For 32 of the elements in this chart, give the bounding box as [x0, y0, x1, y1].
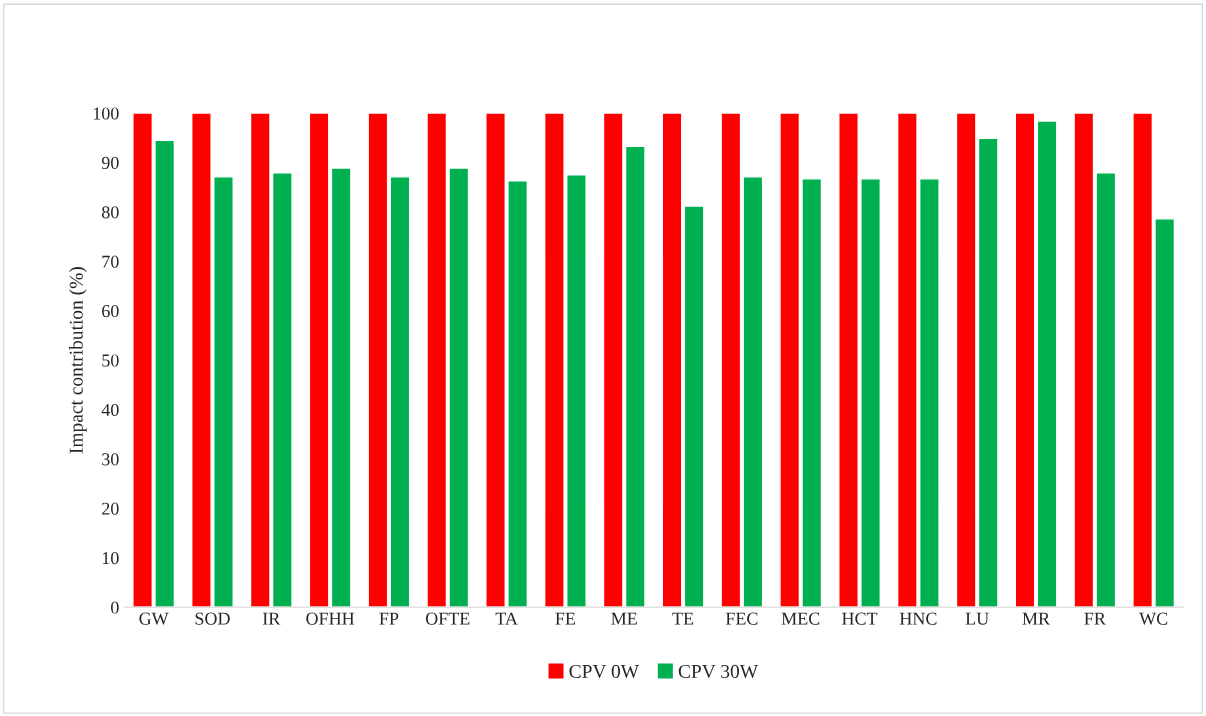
x-tick-label: FP — [379, 612, 399, 625]
y-tick-label: 10 — [102, 552, 119, 565]
x-tick-label: OFHH — [306, 612, 355, 625]
y-tick-label: 70 — [102, 255, 119, 268]
x-tick-label: TE — [672, 612, 694, 625]
x-tick-label: MR — [1022, 612, 1051, 625]
y-tick-label: 100 — [93, 107, 119, 120]
y-tick-label: 0 — [111, 601, 119, 614]
x-tick-label: GW — [139, 612, 169, 625]
x-tick-label: MEC — [781, 612, 820, 625]
x-tick-label: FE — [555, 612, 576, 625]
x-tick-label: HNC — [899, 612, 937, 625]
x-tick-label: LU — [965, 612, 989, 625]
x-tick-label: FR — [1084, 612, 1106, 625]
y-tick-label: 20 — [102, 502, 119, 515]
x-tick-label: TA — [495, 612, 518, 625]
y-tick-label: 80 — [101, 206, 119, 219]
y-tick-label: 60 — [102, 305, 119, 318]
x-tick-label: FEC — [725, 612, 758, 625]
y-tick-label: 40 — [101, 403, 119, 416]
y-tick-label: 50 — [102, 354, 119, 367]
y-tick-label: 90 — [101, 156, 119, 169]
x-tick-label: ME — [611, 612, 637, 625]
y-tick-label: 30 — [102, 453, 119, 466]
x-tick-label: WC — [1139, 612, 1168, 625]
x-tick-label: HCT — [842, 612, 878, 625]
y-axis-title: Impact contribution (%) — [69, 267, 87, 454]
x-tick-label: OFTE — [425, 612, 470, 625]
x-tick-label: SOD — [195, 612, 230, 625]
legend-label: CPV 0W — [569, 664, 640, 679]
x-tick-label: IR — [262, 612, 281, 625]
legend-label: CPV 30W — [678, 664, 759, 679]
